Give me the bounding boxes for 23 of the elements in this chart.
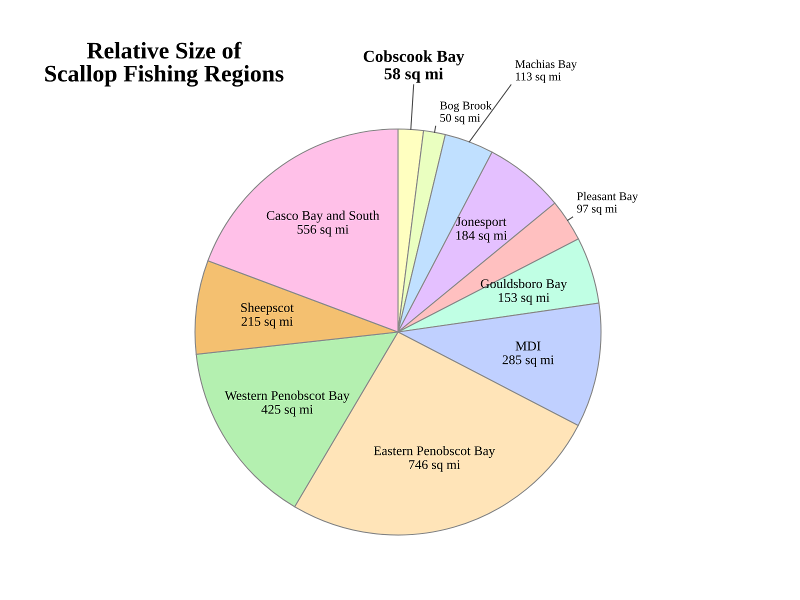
data-label: 97 sq mi bbox=[577, 204, 618, 216]
data-label: 285 sq mi bbox=[502, 355, 554, 367]
slice-label: Casco Bay and South bbox=[266, 210, 380, 223]
data-label: 58 sq mi bbox=[384, 68, 444, 83]
data-label: 556 sq mi bbox=[298, 224, 349, 236]
data-label: 153 sq mi bbox=[498, 293, 550, 305]
chart-title: Relative Size of Scallop Fishing Regions bbox=[45, 42, 284, 87]
data-label: 184 sq mi bbox=[456, 230, 507, 242]
slice-label: MDI bbox=[516, 342, 540, 350]
slice-label: Cobscook Bay bbox=[364, 50, 464, 66]
slice-label: Bog Brook bbox=[440, 101, 492, 112]
data-label: 113 sq mi bbox=[516, 72, 561, 83]
data-label: 50 sq mi bbox=[440, 114, 480, 124]
data-label: 746 sq mi bbox=[409, 460, 460, 472]
slice-label: Pleasant Bay bbox=[577, 192, 638, 203]
slice-label: Gouldsboro Bay bbox=[480, 278, 568, 291]
slice-label: Jonesport bbox=[456, 217, 506, 229]
slice-label: Sheepscot bbox=[241, 302, 294, 315]
data-label: 425 sq mi bbox=[261, 404, 313, 416]
slice-label: Western Penobscot Bay bbox=[224, 390, 350, 403]
data-label: 215 sq mi bbox=[242, 316, 293, 329]
slice-label: Eastern Penobscot Bay bbox=[374, 446, 496, 458]
slice-label: Machias Bay bbox=[515, 60, 577, 71]
